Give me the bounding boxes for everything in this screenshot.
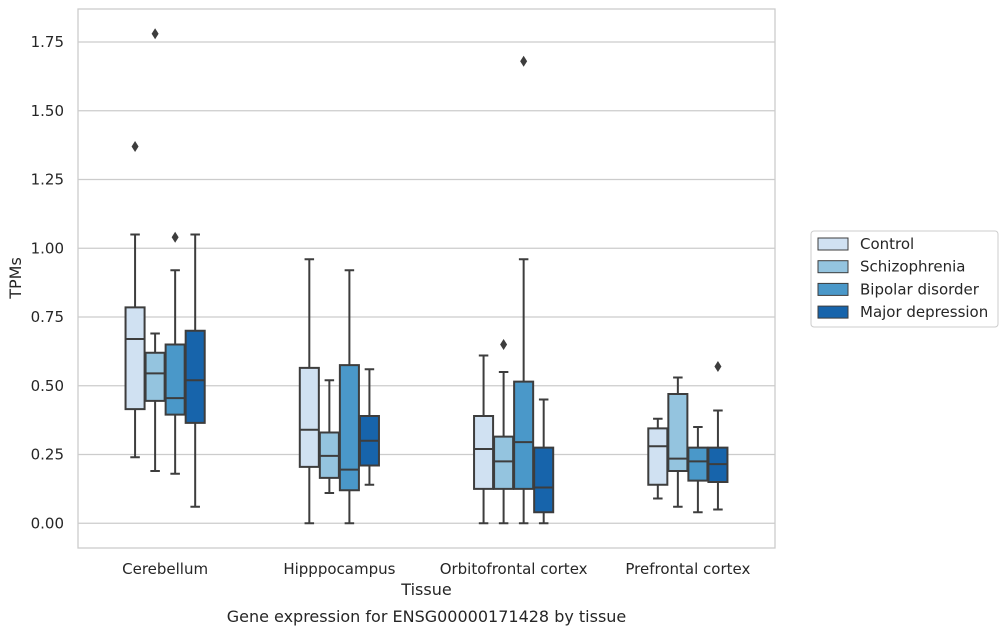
x-tick-label: Prefrontal cortex — [625, 560, 750, 578]
box-group — [164, 231, 186, 475]
box-iqr — [164, 343, 186, 416]
box-iqr — [298, 366, 320, 468]
box-iqr — [338, 364, 360, 492]
plot-frame — [77, 8, 776, 549]
y-tick-label: 0.50 — [31, 377, 64, 395]
box-iqr — [533, 446, 555, 514]
outlier-point — [500, 339, 508, 350]
box-group — [667, 376, 689, 508]
x-tick-label: Orbitofrontal cortex — [440, 560, 588, 578]
y-axis-label: TPMs — [6, 257, 25, 300]
box-iqr — [647, 427, 669, 486]
legend-swatch — [817, 260, 849, 274]
box-group — [318, 379, 340, 494]
box-group — [358, 368, 380, 486]
boxes — [124, 28, 729, 525]
box-iqr — [687, 446, 709, 482]
y-tick-label: 1.00 — [31, 239, 64, 257]
outlier-point — [520, 55, 528, 67]
y-tick-label: 1.75 — [31, 33, 64, 51]
box-group — [707, 361, 729, 511]
x-tick-label: Hipppocampus — [283, 560, 395, 578]
box-group — [298, 258, 320, 525]
outlier-point — [131, 141, 139, 152]
legend-frame — [810, 230, 999, 328]
box-iqr — [473, 415, 495, 490]
y-tick-label: 1.50 — [31, 102, 64, 120]
x-tick-label: Cerebellum — [122, 560, 208, 578]
outlier-point — [171, 231, 179, 243]
outlier-point — [714, 361, 722, 372]
chart-caption: Gene expression for ENSG00000171428 by t… — [227, 607, 627, 626]
y-tick-label: 0.25 — [31, 446, 64, 464]
box-iqr — [513, 380, 535, 490]
box-group — [473, 354, 495, 525]
y-tick-label: 1.25 — [31, 171, 64, 189]
legend-swatch — [817, 237, 849, 251]
box-iqr — [124, 306, 146, 411]
box-group — [124, 141, 146, 459]
box-iqr — [493, 435, 515, 490]
legend-swatch — [817, 305, 849, 319]
box-group — [533, 398, 555, 525]
box-iqr — [184, 329, 206, 424]
box-group — [338, 269, 360, 525]
box-group — [513, 55, 535, 525]
outlier-point — [151, 28, 159, 40]
box-group — [687, 426, 709, 514]
box-group — [493, 339, 515, 525]
y-tick-label: 0.75 — [31, 308, 64, 326]
box-group — [144, 28, 166, 472]
legend-label: Major depression — [860, 303, 988, 321]
box-iqr — [667, 393, 689, 472]
legend-label: Schizophrenia — [860, 258, 965, 276]
legend-swatch — [817, 282, 849, 296]
legend: Control Schizophrenia Bipolar disorder Majo… — [810, 230, 999, 328]
legend-label: Bipolar disorder — [860, 280, 980, 298]
x-axis-label: Tissue — [400, 580, 451, 599]
box-group — [184, 233, 206, 508]
box-iqr — [144, 351, 166, 402]
box-group — [647, 417, 669, 500]
legend-label: Control — [860, 235, 914, 253]
x-axis-ticks: Cerebellum Hipppocampus Orbitofrontal cort… — [122, 560, 750, 578]
y-axis-ticks: 0.00 0.25 0.50 0.75 1.00 1.25 1.50 1.75 — [31, 33, 64, 532]
y-tick-label: 0.00 — [31, 514, 64, 532]
